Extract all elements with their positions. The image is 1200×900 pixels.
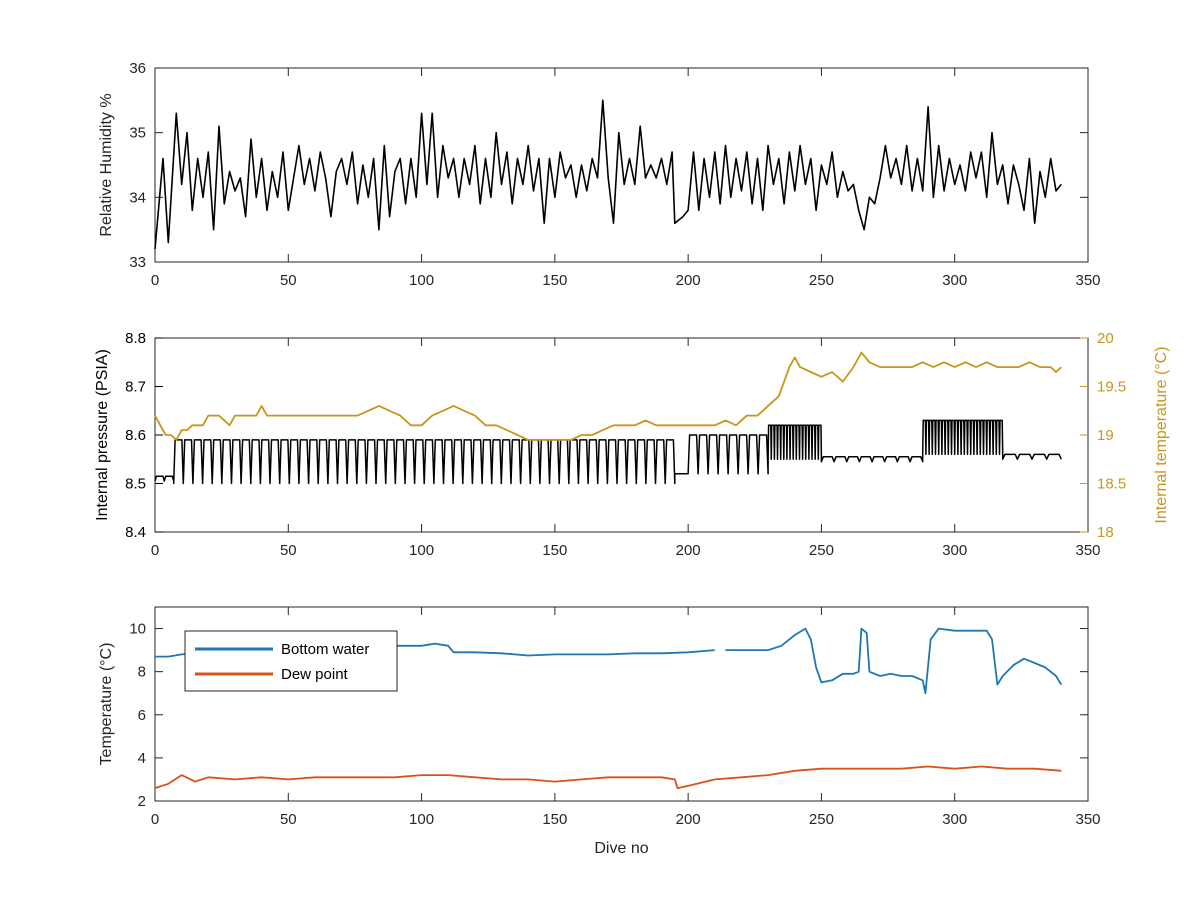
y-tick-label: 8.5: [125, 476, 146, 493]
pressure-temperature-plot: 0 50 100 150 200 250 300 350 8.4 8.5 8.6 8.7 8.8 18 18…: [94, 330, 1170, 559]
series-line-dew-point: [154, 765, 1062, 789]
plot-frame: [154, 606, 1089, 802]
y2-tick-label: 19: [1097, 427, 1114, 444]
y-tick-label: 8.7: [125, 379, 146, 396]
humidity-series-line: [154, 99, 1062, 250]
x-tick-label: 100: [409, 811, 434, 828]
legend-label: Bottom water: [281, 641, 369, 658]
x-tick-label: 250: [809, 811, 834, 828]
x-tick-label: 250: [809, 272, 834, 289]
legend-box: [184, 630, 398, 692]
plot-frame: [154, 67, 1089, 263]
x-tick-label: 0: [151, 811, 159, 828]
y-tick-label: 8.4: [125, 524, 146, 541]
legend: Bottom water Dew point: [184, 630, 398, 692]
x-tick-label: 250: [809, 542, 834, 559]
x-tick-label: 200: [676, 272, 701, 289]
x-tick-label: 300: [942, 542, 967, 559]
x-tick-label: 50: [280, 272, 297, 289]
x-tick-label: 350: [1075, 542, 1100, 559]
humidity-plot: 0 50 100 150 200 250 300 350 33 34 35 36 Relative Hu…: [98, 60, 1101, 289]
y2-tick-label: 20: [1097, 330, 1114, 347]
x-tick-label: 200: [676, 542, 701, 559]
y-tick-label: 2: [138, 793, 146, 810]
x-tick-label: 150: [542, 542, 567, 559]
legend-label: Dew point: [281, 666, 349, 683]
x-tick-label: 0: [151, 272, 159, 289]
x-tick-label: 0: [151, 542, 159, 559]
x-tick-label: 50: [280, 811, 297, 828]
internal-temperature-series-line: [154, 351, 1062, 441]
x-tick-label: 300: [942, 272, 967, 289]
y-tick-label: 36: [129, 60, 146, 77]
x-tick-label: 300: [942, 811, 967, 828]
x-tick-label: 100: [409, 542, 434, 559]
y-tick-label: 6: [138, 707, 146, 724]
y-tick-label: 8.6: [125, 427, 146, 444]
x-tick-label: 150: [542, 811, 567, 828]
y2-tick-label: 18: [1097, 524, 1114, 541]
x-axis-label: Dive no: [594, 840, 648, 857]
y-axis-label: Temperature (°C): [98, 643, 115, 766]
y-tick-label: 34: [129, 189, 146, 206]
y2-tick-label: 19.5: [1097, 379, 1126, 396]
y-tick-label: 8.8: [125, 330, 146, 347]
x-tick-label: 100: [409, 272, 434, 289]
y-tick-label: 35: [129, 125, 146, 142]
x-tick-label: 350: [1075, 272, 1100, 289]
x-tick-label: 150: [542, 272, 567, 289]
x-tick-label: 200: [676, 811, 701, 828]
pressure-series-line: [154, 419, 1062, 485]
y2-axis-label: Internal temperature (°C): [1153, 346, 1170, 523]
y2-tick-label: 18.5: [1097, 476, 1126, 493]
x-tick-label: 350: [1075, 811, 1100, 828]
y-tick-label: 33: [129, 254, 146, 271]
x-tick-label: 50: [280, 542, 297, 559]
y-tick-label: 4: [138, 750, 146, 767]
y-axis-label: Internal pressure (PSIA): [94, 349, 111, 521]
y-tick-label: 8: [138, 664, 146, 681]
y-axis-label: Relative Humidity %: [98, 93, 115, 236]
y-tick-label: 10: [129, 621, 146, 638]
temperature-plot: 0 50 100 150 200 250 300 350 2 4 6 8 10 Bottom water D…: [98, 606, 1101, 857]
